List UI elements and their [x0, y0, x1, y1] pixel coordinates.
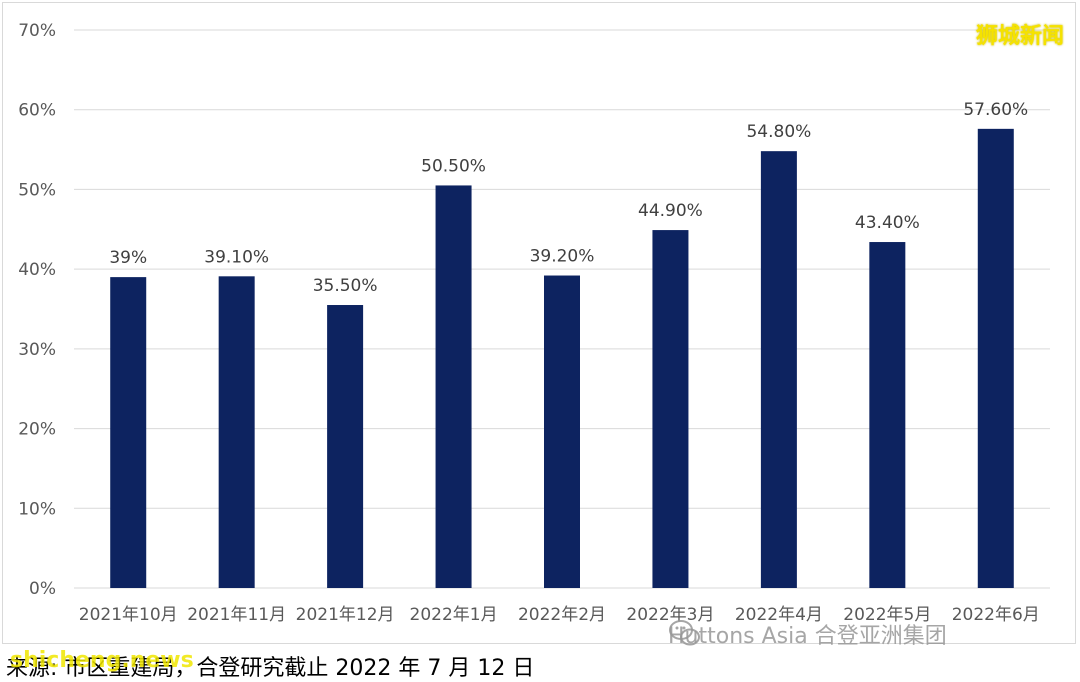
x-tick-label: 2021年12月 — [296, 605, 395, 625]
bar — [544, 275, 580, 588]
y-tick-label: 70% — [18, 21, 56, 41]
data-labels: 39% 39.10% 35.50% 50.50% 39.20% 44.90% 54.80% 4… — [109, 100, 1028, 296]
bar — [110, 277, 147, 588]
x-tick-label: 2022年4月 — [735, 605, 823, 625]
x-tick-label: 2021年10月 — [79, 605, 178, 625]
bars — [110, 128, 1014, 589]
data-label: 57.60% — [963, 100, 1028, 120]
y-tick-label: 0% — [29, 579, 56, 599]
y-tick-label: 50% — [18, 180, 56, 200]
bar — [435, 185, 472, 588]
y-tick-label: 60% — [18, 101, 56, 121]
x-tick-label: 2022年5月 — [843, 605, 931, 625]
x-tick-label: 2022年2月 — [518, 605, 606, 625]
watermark-text: 狮城新闻 — [975, 24, 1064, 49]
data-label: 39.20% — [530, 247, 595, 267]
site-watermark: shicheng.news — [10, 648, 194, 673]
x-tick-label: 2021年11月 — [187, 605, 286, 625]
data-label: 54.80% — [746, 122, 811, 142]
data-label: 43.40% — [855, 213, 920, 233]
bar — [652, 230, 689, 588]
brand-watermark: Huttons Asia 合登亚洲集团 — [668, 618, 947, 650]
bar — [327, 305, 364, 588]
bar — [977, 128, 1014, 589]
wechat-icon — [669, 620, 700, 646]
chart-frame — [2, 2, 1076, 644]
data-label: 44.90% — [638, 201, 703, 221]
x-tick-label: 2022年1月 — [410, 605, 498, 625]
x-tick-label: 2022年6月 — [952, 605, 1040, 625]
data-label: 50.50% — [421, 156, 486, 176]
brand-text: Huttons Asia 合登亚洲集团 — [668, 624, 947, 649]
y-axis-ticks: 0% 10% 20% 30% 40% 50% 60% 70% — [18, 21, 56, 599]
source-note: 来源: 市区重建局，合登研究截止 2022 年 7 月 12 日 — [6, 656, 535, 681]
y-tick-label: 40% — [18, 260, 56, 280]
y-tick-label: 10% — [18, 499, 56, 519]
y-tick-label: 20% — [18, 420, 56, 440]
x-tick-label: 2022年3月 — [626, 605, 714, 625]
y-tick-label: 30% — [18, 340, 56, 360]
data-label: 39.10% — [204, 247, 269, 267]
x-axis-ticks: 2021年10月 2021年11月 2021年12月 2022年1月 2022年2月 20… — [79, 605, 1040, 625]
bar — [218, 276, 255, 588]
data-label: 35.50% — [313, 276, 378, 296]
bar — [869, 242, 906, 589]
bar — [760, 151, 797, 588]
data-label: 39% — [109, 248, 147, 268]
